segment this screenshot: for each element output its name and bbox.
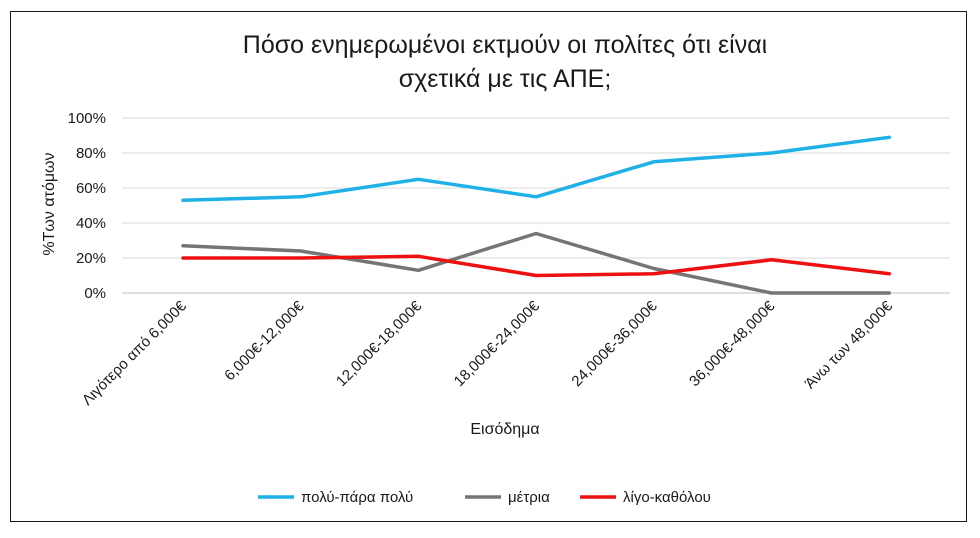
data-point [417, 269, 420, 272]
series-line-1 [181, 135, 891, 203]
y-tick-label: 80% [76, 145, 106, 162]
x-axis-title: Εισόδημα [470, 421, 539, 438]
data-point [299, 195, 302, 198]
data-point [181, 244, 185, 247]
data-point [652, 267, 655, 270]
series-line-3 [181, 254, 891, 278]
y-tick-label: 20% [76, 250, 106, 267]
x-tick-label: 24,000€-36,000€ [568, 297, 661, 390]
x-tick-labels: Λιγότερο από 6,000€ 6,000€-12,000€ 12,000€… [79, 297, 897, 409]
y-tick-label: 40% [76, 215, 106, 232]
y-tick-label: 0% [84, 285, 106, 302]
data-point [770, 291, 773, 295]
data-point [652, 272, 655, 275]
legend-label: μέτρια [508, 489, 550, 506]
y-tick-label: 100% [68, 110, 106, 127]
y-tick-labels: 0% 20% 40% 60% 80% 100% [68, 110, 106, 302]
x-tick-label: 12,000€-18,000€ [333, 297, 426, 390]
legend: πολύ-πάρα πολύ μέτρια λίγο-καθόλου [258, 489, 711, 506]
data-point [417, 255, 420, 258]
data-point [534, 232, 538, 235]
chart-title-line-1: Πόσο ενημερωμένοι εκτμούν οι πολίτες ότι… [243, 31, 767, 59]
chart-title-line-2: σχετικά με τις ΑΠΕ; [399, 65, 612, 93]
data-point [534, 274, 538, 277]
data-point [181, 199, 185, 202]
x-tick-label: 36,000€-48,000€ [686, 297, 779, 390]
data-point [417, 178, 420, 181]
data-point [299, 249, 302, 253]
data-point [888, 291, 891, 295]
series-lines [181, 135, 891, 295]
x-tick-label: Άνω των 48,000€ [802, 297, 897, 392]
data-point [888, 136, 891, 139]
data-point [534, 195, 538, 198]
series-line-2 [181, 231, 891, 295]
data-point [652, 160, 655, 163]
y-axis-title: %Των ατόμων [41, 152, 58, 255]
data-point [770, 258, 773, 261]
x-tick-label: 6,000€-12,000€ [221, 297, 308, 384]
data-point [299, 256, 302, 260]
data-point [888, 272, 891, 275]
data-point [770, 151, 773, 155]
y-tick-label: 60% [76, 180, 106, 197]
legend-label: λίγο-καθόλου [623, 489, 711, 506]
data-point [181, 256, 185, 260]
legend-label: πολύ-πάρα πολύ [301, 489, 413, 506]
x-tick-label: Λιγότερο από 6,000€ [79, 297, 191, 409]
x-tick-label: 18,000€-24,000€ [451, 297, 544, 390]
